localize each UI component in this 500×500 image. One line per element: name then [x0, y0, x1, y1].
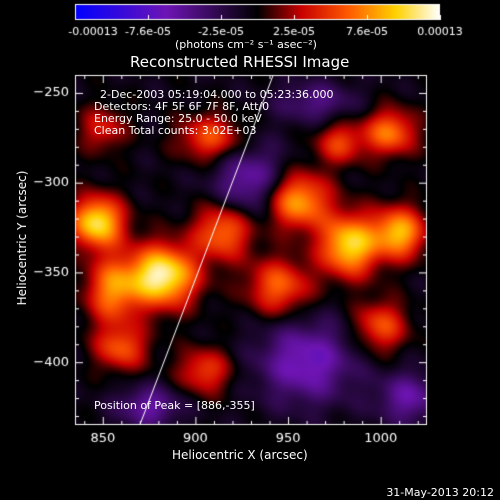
annotation-energy-range: Energy Range: 25.0 - 50.0 keV [94, 112, 262, 125]
annotation-clean-counts: Clean Total counts: 3.02E+03 [94, 124, 257, 137]
annotation-time-range: 2-Dec-2003 05:19:04.000 to 05:23:36.000 [100, 88, 334, 101]
footer-timestamp: 31-May-2013 20:12 [386, 486, 494, 499]
colorbar-units-label: (photons cm⁻² s⁻¹ asec⁻²) [175, 38, 317, 51]
peak-position-label: Position of Peak = [886,-355] [94, 399, 255, 412]
y-axis-label: Heliocentric Y (arcsec) [15, 170, 29, 306]
x-axis-label: Heliocentric X (arcsec) [172, 448, 308, 462]
chart-title: Reconstructed RHESSI Image [130, 53, 350, 71]
annotation-detectors: Detectors: 4F 5F 6F 7F 8F, Att/0 [94, 100, 270, 113]
